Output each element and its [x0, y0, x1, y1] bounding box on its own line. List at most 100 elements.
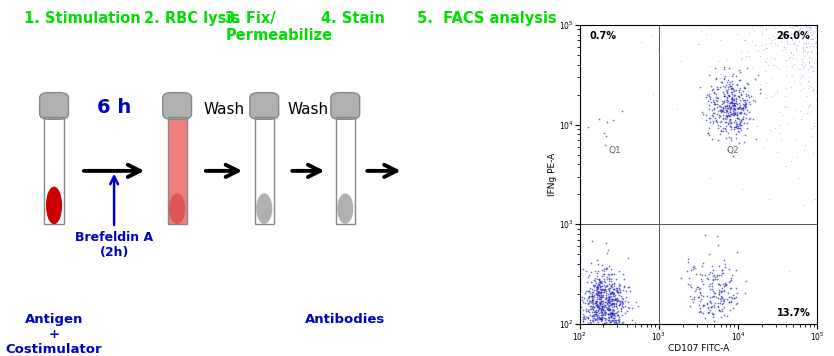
Point [727, 112, 741, 118]
Point [785, 37, 798, 42]
Point [726, 112, 740, 118]
Point [730, 135, 743, 141]
Point [722, 93, 736, 99]
Point [775, 38, 788, 44]
Point [704, 298, 717, 304]
Point [591, 289, 605, 295]
Point [734, 127, 747, 133]
Point [728, 103, 741, 108]
Point [576, 316, 590, 322]
Point [608, 286, 621, 292]
Point [806, 43, 820, 48]
Point [802, 31, 816, 37]
Point [721, 106, 735, 111]
Point [583, 312, 596, 318]
Point [736, 89, 750, 94]
Point [800, 33, 813, 39]
Point [734, 110, 747, 116]
Point [580, 307, 593, 312]
Point [803, 63, 816, 68]
Point [719, 330, 732, 335]
Point [740, 115, 753, 121]
Point [711, 101, 724, 106]
Point [755, 33, 768, 38]
Point [704, 307, 717, 313]
Point [799, 48, 812, 54]
Point [585, 238, 598, 244]
Point [727, 120, 741, 125]
Point [610, 297, 623, 302]
Point [725, 78, 738, 84]
Point [726, 82, 739, 87]
Point [694, 290, 707, 296]
Point [592, 282, 605, 288]
Point [595, 316, 608, 322]
Point [716, 116, 730, 121]
Point [713, 103, 726, 109]
Point [715, 107, 728, 113]
Point [783, 41, 796, 47]
Point [566, 298, 580, 304]
Point [634, 39, 647, 44]
Point [719, 264, 732, 269]
Point [725, 89, 738, 95]
Point [594, 309, 607, 315]
Point [585, 317, 598, 323]
Point [595, 286, 608, 292]
Point [715, 101, 728, 106]
Point [598, 279, 611, 285]
Point [810, 52, 823, 57]
Point [697, 303, 711, 308]
Point [700, 94, 713, 99]
Point [592, 276, 605, 282]
Point [586, 318, 600, 324]
Point [695, 296, 708, 302]
Point [606, 291, 620, 297]
Point [712, 58, 726, 64]
Point [595, 304, 609, 310]
Point [717, 312, 731, 318]
Point [586, 289, 600, 295]
Point [590, 288, 603, 294]
Point [713, 283, 726, 288]
Point [732, 125, 746, 131]
Point [575, 294, 588, 300]
Point [733, 85, 746, 91]
Point [580, 329, 594, 334]
Point [603, 285, 616, 290]
Point [623, 288, 636, 294]
Point [603, 326, 616, 331]
Point [806, 64, 820, 70]
Point [714, 104, 727, 110]
Point [601, 307, 615, 313]
Point [605, 318, 618, 323]
Point [727, 102, 741, 108]
Point [596, 334, 610, 340]
Point [681, 256, 695, 262]
Point [715, 79, 728, 85]
Point [709, 300, 722, 305]
Ellipse shape [169, 193, 185, 224]
Point [765, 75, 778, 81]
Point [582, 300, 595, 306]
Point [716, 308, 729, 314]
Point [701, 276, 715, 282]
Point [601, 297, 615, 303]
Point [720, 56, 733, 62]
Point [725, 299, 738, 305]
Point [706, 118, 720, 124]
Point [596, 307, 610, 313]
Point [590, 287, 603, 293]
Point [751, 72, 764, 78]
Point [711, 95, 724, 100]
Point [786, 52, 800, 57]
Point [603, 296, 616, 302]
Point [811, 113, 824, 119]
Point [600, 339, 613, 345]
Point [714, 108, 727, 113]
Point [592, 293, 605, 298]
Point [777, 44, 791, 49]
Point [597, 320, 610, 326]
Point [787, 78, 801, 84]
Point [710, 99, 723, 104]
